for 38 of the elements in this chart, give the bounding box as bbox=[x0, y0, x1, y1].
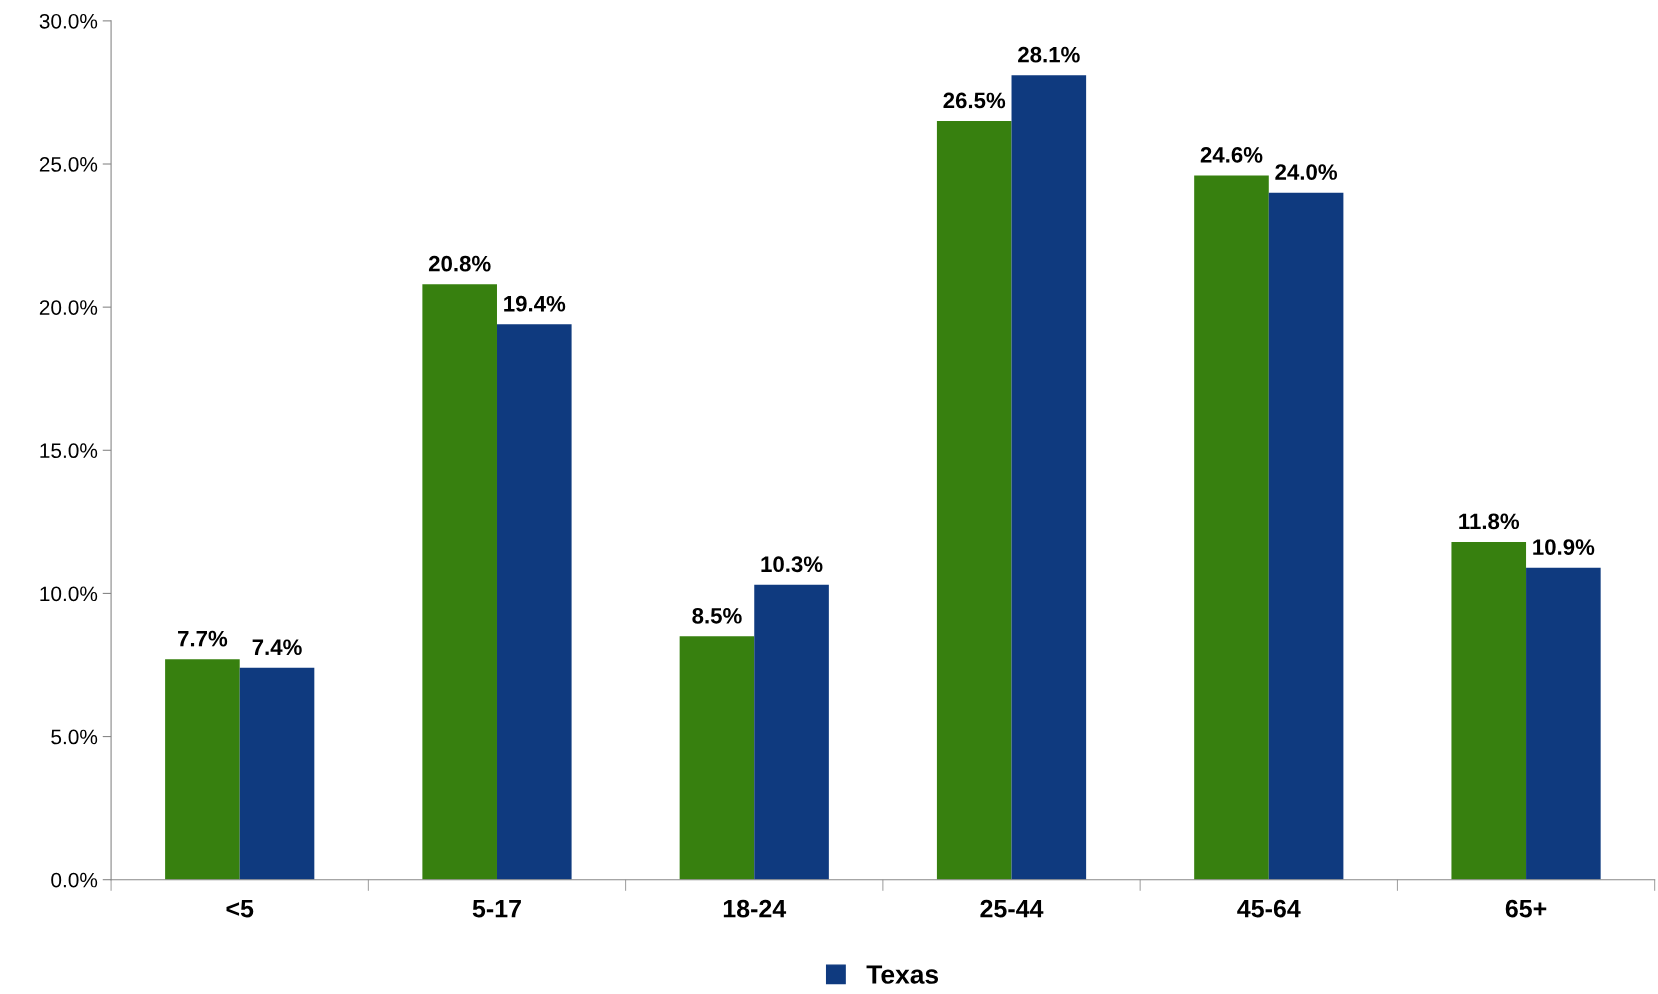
bar bbox=[1011, 75, 1087, 880]
data-label: 7.4% bbox=[252, 639, 302, 656]
legend-label: Texas bbox=[866, 965, 939, 984]
y-tick-label: 30.0% bbox=[39, 13, 98, 29]
bar bbox=[1526, 567, 1601, 880]
data-label: 10.9% bbox=[1533, 539, 1595, 555]
y-tick-label: 5.0% bbox=[51, 729, 98, 745]
x-tick-label: <5 bbox=[226, 900, 254, 918]
data-label: 19.4% bbox=[504, 295, 566, 312]
data-label: 7.7% bbox=[178, 630, 228, 647]
x-tick-label: 18-24 bbox=[723, 899, 787, 918]
bar bbox=[1451, 541, 1527, 880]
bar bbox=[239, 667, 315, 880]
data-label: 24.0% bbox=[1275, 164, 1338, 180]
data-label: 26.5% bbox=[943, 92, 1006, 109]
bar bbox=[936, 121, 1012, 880]
data-label: 10.3% bbox=[761, 556, 823, 573]
y-tick-label: 25.0% bbox=[39, 157, 98, 172]
data-label: 20.8% bbox=[428, 255, 491, 272]
y-tick-label: 10.0% bbox=[40, 586, 98, 602]
x-tick-label: 65+ bbox=[1505, 899, 1547, 918]
data-label: 11.8% bbox=[1459, 513, 1520, 530]
bar bbox=[1194, 175, 1269, 880]
x-tick-label: 5-17 bbox=[472, 900, 521, 918]
data-label: 24.6% bbox=[1200, 147, 1263, 163]
x-tick-label: 25-44 bbox=[980, 899, 1044, 918]
bar bbox=[496, 324, 572, 880]
bar bbox=[422, 284, 497, 880]
bar bbox=[754, 584, 829, 880]
y-tick-label: 15.0% bbox=[40, 443, 98, 459]
x-tick-label: 45-64 bbox=[1237, 899, 1301, 918]
y-tick-label: 0.0% bbox=[51, 872, 98, 888]
bar bbox=[165, 659, 240, 880]
data-label: 28.1% bbox=[1018, 46, 1080, 63]
y-tick-label: 20.0% bbox=[39, 300, 98, 315]
data-label: 8.5% bbox=[692, 607, 742, 624]
bar bbox=[1268, 192, 1344, 880]
bar bbox=[679, 636, 755, 880]
